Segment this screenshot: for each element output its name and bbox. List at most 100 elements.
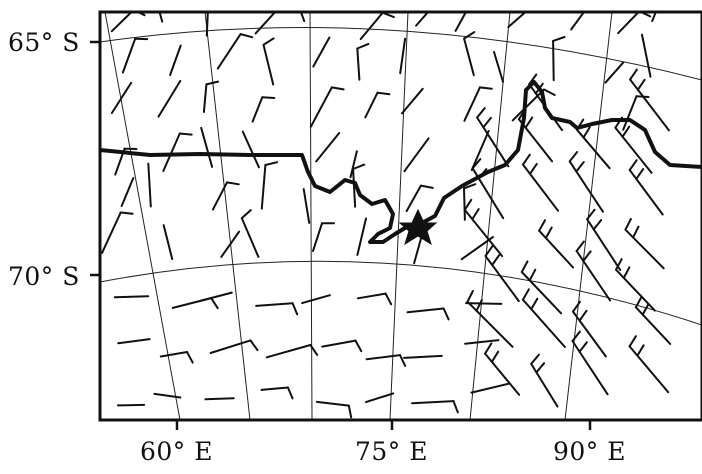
- wind-barb-feather: [630, 336, 636, 346]
- wind-barb-feather: [288, 388, 293, 399]
- wind-barb: [205, 398, 233, 399]
- wind-barb: [264, 45, 274, 85]
- wind-barb-feather: [638, 80, 645, 90]
- wind-barb-feather: [264, 38, 274, 44]
- wind-barb-feather: [531, 355, 539, 364]
- wind-barb-feather: [349, 406, 351, 418]
- wind-barb: [587, 219, 620, 270]
- wind-barb: [267, 345, 311, 357]
- wind-barb: [322, 341, 355, 347]
- wind-barb: [357, 219, 366, 255]
- wind-barb: [523, 300, 565, 347]
- wind-barb-feather: [580, 311, 587, 321]
- meridian-line: [310, 12, 312, 420]
- wind-barb: [221, 232, 239, 257]
- wind-barb-feather: [531, 299, 537, 309]
- wind-barb: [316, 133, 339, 161]
- wind-barb-feather: [265, 162, 277, 165]
- wind-barb: [304, 189, 310, 223]
- wind-barb: [539, 231, 573, 268]
- wind-barb: [211, 340, 251, 353]
- wind-barb: [115, 296, 148, 297]
- wind-barb: [367, 355, 400, 359]
- wind-barb: [313, 223, 322, 251]
- wind-barb: [242, 218, 259, 257]
- wind-barb-feather: [637, 345, 643, 355]
- wind-barb-feather: [206, 82, 218, 85]
- wind-barb: [256, 303, 292, 306]
- latitude-label-70s: 70° S: [8, 262, 80, 291]
- wind-barb: [123, 39, 135, 73]
- wind-barb-feather: [576, 162, 584, 172]
- meridian-line: [105, 12, 180, 420]
- wind-barb: [218, 34, 241, 69]
- wind-barb-feather: [121, 213, 133, 214]
- wind-barb: [412, 401, 453, 403]
- wind-barb-feather: [522, 261, 528, 272]
- wind-barb-feather: [594, 220, 602, 229]
- wind-barb: [161, 352, 187, 357]
- wind-barb-feather: [281, 6, 292, 11]
- wind-barb-feather: [483, 118, 491, 127]
- wind-barb-feather: [485, 343, 491, 353]
- wind-barb: [606, 63, 624, 83]
- wind-barb: [642, 35, 651, 77]
- wind-barb: [464, 39, 474, 76]
- wind-barb: [571, 0, 594, 29]
- wind-barb-feather: [492, 352, 498, 362]
- wind-barb: [366, 393, 393, 402]
- wind-barb-feather: [477, 108, 485, 117]
- wind-barb: [404, 138, 428, 171]
- longitude-label-90e: 90° E: [553, 437, 626, 466]
- wind-barb-feather: [573, 332, 580, 341]
- longitude-label-60e: 60° E: [140, 437, 213, 466]
- wind-barb: [358, 294, 386, 299]
- wind-barb-feather: [625, 219, 631, 230]
- wind-barb-feather: [546, 228, 552, 239]
- wind-barb: [466, 303, 501, 304]
- wind-barb: [253, 97, 263, 121]
- wind-barb-feather: [470, 5, 482, 7]
- wind-barb-feather: [227, 182, 239, 184]
- wind-barb: [200, 293, 232, 301]
- wind-barb-feather: [468, 291, 473, 302]
- wind-barb-feather: [356, 341, 362, 352]
- wind-barb-feather: [444, 309, 449, 320]
- wind-barb-feather: [530, 164, 537, 174]
- wind-barb-feather: [262, 97, 274, 98]
- wind-barb: [573, 341, 608, 394]
- wind-barb: [170, 46, 181, 75]
- wind-barb: [553, 41, 554, 80]
- wind-barb: [365, 93, 377, 118]
- wind-barb: [477, 118, 508, 167]
- wind-barb: [163, 134, 180, 172]
- wind-barb: [630, 346, 669, 392]
- wind-barb-feather: [530, 270, 536, 281]
- wind-barb-feather: [570, 152, 577, 161]
- star-icon: [400, 210, 436, 244]
- wind-barb-feather: [580, 342, 587, 351]
- wind-barb: [513, 90, 544, 121]
- wind-barb: [261, 388, 288, 390]
- wind-barb-feather: [573, 302, 580, 312]
- wind-barb-feather: [400, 355, 405, 366]
- wind-barb-feather: [584, 127, 590, 137]
- wind-barb: [148, 164, 151, 207]
- wind-barb-feather: [523, 289, 529, 299]
- wind-barb: [636, 307, 670, 344]
- wind-barb: [486, 256, 519, 301]
- wind-barb-feather: [539, 220, 545, 231]
- wind-barb-feather: [242, 210, 251, 218]
- wind-barb: [404, 356, 442, 358]
- wind-barb: [112, 83, 131, 113]
- wind-barb-feather: [293, 303, 298, 314]
- wind-barb-feather: [187, 352, 193, 363]
- wind-barb-feather: [492, 255, 499, 265]
- wind-barb: [523, 165, 558, 211]
- wind-barb-feather: [553, 37, 564, 41]
- wind-barb: [122, 178, 134, 206]
- wind-barb-feather: [643, 304, 649, 315]
- wind-barb-feather: [454, 401, 458, 412]
- wind-barb: [118, 405, 144, 406]
